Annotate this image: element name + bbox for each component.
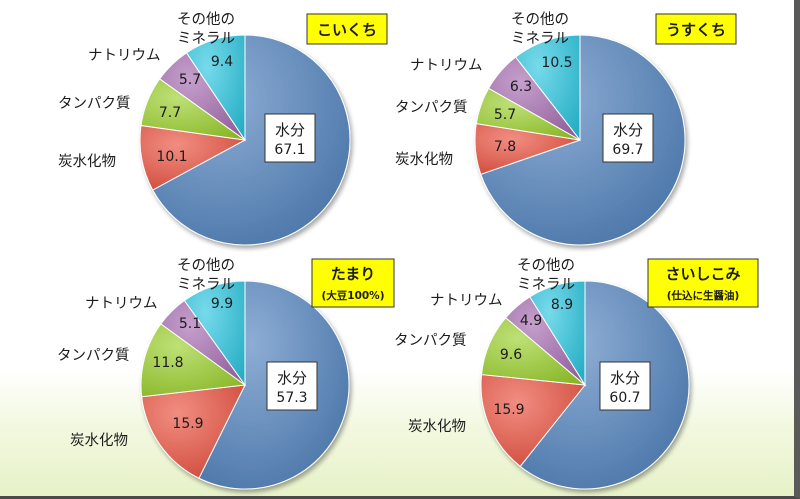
category-label-other-minerals-line1: その他の <box>517 257 575 274</box>
data-label-protein: 7.7 <box>159 105 181 121</box>
category-label-sodium: ナトリウム <box>430 292 503 309</box>
pie-slice-other-minerals <box>185 34 246 142</box>
pie-slice-other-minerals <box>514 34 581 142</box>
chart-title: こいくち <box>317 21 377 39</box>
chart-title-box <box>306 13 388 45</box>
pie-slice-water <box>151 34 351 246</box>
pie-slice-other-minerals <box>529 280 586 387</box>
category-label-other-minerals-line2: ミネラル <box>177 30 235 47</box>
category-label-protein: タンパク質 <box>395 98 468 116</box>
data-label-sodium: 5.7 <box>179 72 201 88</box>
water-label-box <box>599 361 651 411</box>
chart-title-box <box>655 13 737 45</box>
pie-slice-water <box>480 34 686 246</box>
category-label-sodium: ナトリウム <box>85 295 158 312</box>
data-label-water-name: 水分 <box>613 121 643 139</box>
chart-subtitle: (仕込に生醤油) <box>667 289 740 302</box>
data-label-protein: 5.7 <box>494 107 516 123</box>
pie-slice-carbohydrate <box>480 374 586 468</box>
category-label-other-minerals-line2: ミネラル <box>517 276 575 293</box>
pie-chart <box>140 280 350 490</box>
data-label-carbohydrate: 15.9 <box>172 416 203 432</box>
data-label-other-minerals: 9.4 <box>211 54 233 70</box>
data-label-carbohydrate: 15.9 <box>493 402 524 418</box>
data-label-carbohydrate: 7.8 <box>494 139 516 155</box>
pie-slice-carbohydrate <box>141 384 246 479</box>
pie-chart <box>480 280 690 490</box>
category-label-sodium: ナトリウム <box>410 57 483 74</box>
category-label-other-minerals-line1: その他の <box>177 11 235 28</box>
category-label-other-minerals-line2: ミネラル <box>511 30 569 47</box>
data-label-sodium: 6.3 <box>510 79 532 95</box>
category-label-sodium: ナトリウム <box>88 47 161 64</box>
data-label-water: 57.3 <box>276 390 307 406</box>
data-label-carbohydrate: 10.1 <box>156 149 187 165</box>
chart-title-box <box>647 258 759 308</box>
data-label-other-minerals: 9.9 <box>211 296 233 312</box>
category-label-protein: タンパク質 <box>57 346 130 364</box>
pie-slice-protein <box>140 323 247 398</box>
data-label-water: 60.7 <box>609 390 640 406</box>
data-label-water-name: 水分 <box>610 369 640 387</box>
data-label-protein: 11.8 <box>152 355 183 371</box>
category-label-carbohydrate: 炭水化物 <box>70 432 128 449</box>
data-label-water-name: 水分 <box>275 121 305 139</box>
category-label-other-minerals-line1: その他の <box>511 11 569 28</box>
data-label-water: 69.7 <box>612 142 643 158</box>
pie-slice-other-minerals <box>183 280 246 387</box>
water-label-box <box>602 113 654 163</box>
data-label-other-minerals: 10.5 <box>541 55 572 71</box>
category-label-other-minerals-line1: その他の <box>177 257 235 274</box>
category-label-carbohydrate: 炭水化物 <box>58 153 116 170</box>
data-label-water-name: 水分 <box>277 369 307 387</box>
category-label-protein: タンパク質 <box>394 331 467 349</box>
water-label-box <box>266 361 318 411</box>
data-label-sodium: 5.1 <box>179 316 201 332</box>
data-label-water: 67.1 <box>274 142 305 158</box>
category-label-protein: タンパク質 <box>58 94 131 112</box>
category-label-other-minerals-line2: ミネラル <box>177 276 235 293</box>
pie-chart <box>474 34 686 246</box>
category-label-carbohydrate: 炭水化物 <box>395 151 453 168</box>
chart-title: さいしこみ <box>665 265 740 283</box>
data-label-other-minerals: 8.9 <box>551 297 573 313</box>
category-label-carbohydrate: 炭水化物 <box>408 418 466 435</box>
water-label-box <box>264 113 316 163</box>
data-label-protein: 9.6 <box>500 347 522 363</box>
data-label-sodium: 4.9 <box>520 313 542 329</box>
chart-subtitle: (大豆100%) <box>321 289 384 302</box>
chart-title: うすくち <box>666 21 726 39</box>
chart-title: たまり <box>331 265 376 283</box>
chart-title-box <box>311 258 395 308</box>
pie-chart <box>139 34 351 246</box>
